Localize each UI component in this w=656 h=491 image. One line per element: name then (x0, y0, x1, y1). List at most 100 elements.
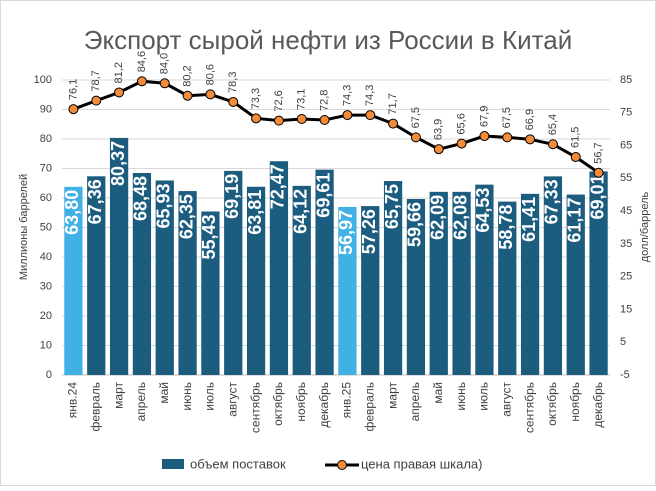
line-marker (228, 96, 239, 107)
line-marker (182, 90, 193, 101)
line-value-label: 72,6 (273, 90, 285, 111)
bar (406, 199, 426, 375)
legend-swatch (162, 459, 184, 469)
x-tick-label: октябрь (545, 382, 559, 426)
bar-value-label: 62,09 (428, 195, 448, 240)
x-tick-label: июль (477, 382, 491, 411)
legend-swatch (337, 460, 347, 470)
line-value-label: 74,3 (341, 85, 353, 106)
bar-value-label: 63,80 (62, 190, 82, 235)
x-tick-label: апрель (134, 382, 148, 421)
y-tick-label: 20 (40, 310, 52, 322)
chart-title: Экспорт сырой нефти из России в Китай (84, 25, 572, 55)
x-tick-label: февраль (362, 382, 376, 432)
line-marker (296, 114, 307, 125)
line-marker (114, 87, 125, 98)
x-tick-label: янв.25 (340, 382, 354, 419)
y2-tick-label: 45 (620, 205, 632, 217)
bar-value-label: 61,41 (519, 197, 539, 242)
line-value-label: 63,9 (433, 119, 445, 140)
x-tick-label: ноябрь (568, 382, 582, 422)
bar-value-label: 72,47 (268, 164, 288, 209)
y2-tick-label: 85 (620, 74, 632, 86)
bar (224, 170, 243, 375)
y-tick-label: 80 (40, 133, 52, 145)
bar (246, 186, 266, 375)
bar-value-label: 61,17 (565, 198, 585, 243)
x-tick-label: октябрь (271, 382, 285, 426)
bar-value-label: 69,01 (587, 174, 607, 219)
bar (87, 176, 106, 375)
x-tick-label: июль (203, 382, 217, 411)
line-value-label: 66,9 (524, 109, 536, 130)
bar-value-label: 69,61 (313, 173, 333, 218)
line-value-label: 80,2 (181, 65, 193, 86)
bar-value-label: 57,26 (359, 209, 379, 254)
line-value-label: 67,9 (478, 106, 490, 127)
bar (155, 180, 174, 375)
line-marker (456, 138, 467, 149)
line-marker (319, 114, 330, 125)
x-tick-label: июнь (454, 382, 468, 411)
bar-value-label: 68,48 (131, 176, 151, 221)
line-marker (525, 134, 536, 145)
legend-label: цена правая шкала) (361, 456, 482, 471)
line-value-label: 80,6 (204, 64, 216, 85)
x-tick-label: декабрь (591, 382, 605, 428)
line-marker (342, 110, 353, 121)
line-value-label: 74,3 (364, 85, 376, 106)
bar-value-label: 65,75 (382, 184, 402, 229)
bar (132, 172, 152, 375)
line-marker (502, 132, 513, 143)
x-tick-label: март (385, 382, 399, 409)
line-value-label: 65,4 (547, 114, 559, 135)
line-value-label: 67,5 (410, 107, 422, 128)
bar (292, 185, 311, 375)
y-tick-label: 40 (40, 251, 52, 263)
line-value-label: 61,5 (570, 127, 582, 148)
y-tick-label: 30 (40, 280, 52, 292)
line-marker (365, 110, 376, 121)
bar (361, 206, 380, 375)
bar-value-label: 62,08 (450, 195, 470, 240)
x-tick-label: март (111, 382, 125, 409)
line-marker (205, 89, 216, 100)
x-tick-label: февраль (88, 382, 102, 432)
bar (429, 191, 448, 375)
x-tick-label: янв.24 (66, 382, 80, 419)
line-marker (136, 76, 147, 87)
bar (475, 184, 494, 375)
line-value-label: 78,7 (90, 70, 102, 91)
x-tick-label: апрель (408, 382, 422, 421)
bar-value-label: 80,37 (108, 141, 128, 186)
bar (543, 176, 563, 375)
line-value-label: 65,6 (455, 113, 467, 134)
y2-tick-label: 55 (620, 172, 632, 184)
bar-value-label: 67,36 (85, 179, 105, 224)
x-tick-label: ноябрь (294, 382, 308, 422)
x-tick-label: май (431, 382, 445, 404)
bar-value-label: 63,81 (245, 190, 265, 235)
bar (452, 191, 471, 375)
y-axis-title: Миллионы баррелей (18, 174, 30, 280)
line-marker (570, 152, 581, 163)
y2-tick-label: 5 (620, 336, 626, 348)
bar (201, 211, 220, 375)
line-marker (251, 113, 262, 124)
x-tick-label: август (225, 382, 239, 417)
bar-value-label: 67,33 (542, 179, 562, 224)
line-value-label: 76,1 (67, 79, 79, 100)
bar-value-label: 64,12 (291, 189, 311, 234)
x-tick-label: декабрь (317, 382, 331, 428)
line-marker (547, 139, 558, 150)
bar (566, 194, 585, 375)
bar-value-label: 64,53 (473, 188, 493, 233)
bar-value-label: 56,97 (336, 210, 356, 255)
line-marker (91, 95, 102, 106)
line-marker (68, 104, 79, 115)
legend-label: объем поставок (190, 456, 286, 471)
bar-value-label: 69,19 (222, 174, 242, 219)
y2-tick-label: 15 (620, 303, 632, 315)
y-tick-label: 10 (40, 339, 52, 351)
line-marker (593, 167, 604, 178)
